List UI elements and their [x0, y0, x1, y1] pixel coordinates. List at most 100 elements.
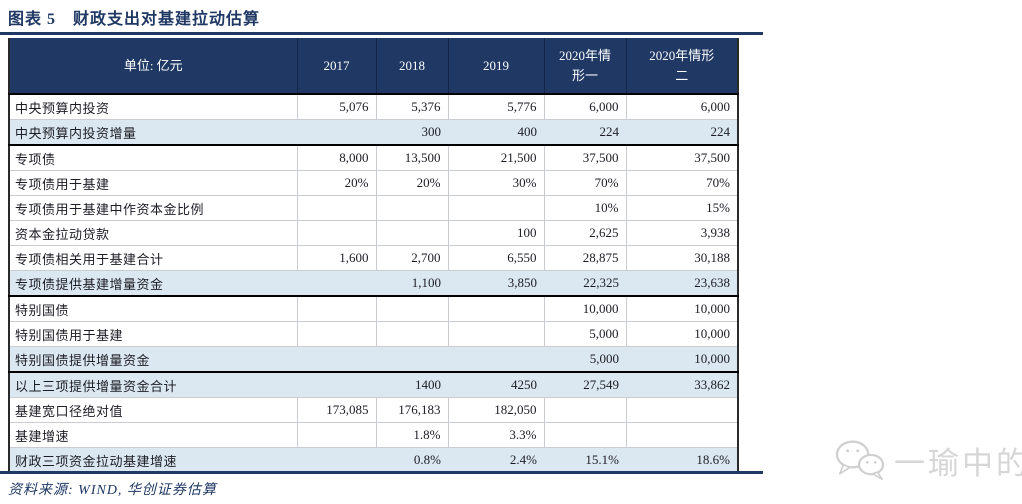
row-value: 15.1%	[544, 447, 626, 473]
row-value: 4250	[448, 372, 544, 398]
row-value: 28,875	[544, 245, 627, 271]
row-value: 6,550	[448, 245, 545, 271]
table-row: 专项债相关用于基建合计 1,600 2,700 6,550 28,875 30,188	[9, 245, 738, 271]
row-value: 20%	[376, 170, 449, 196]
row-value: 3,850	[448, 270, 544, 297]
row-value: 182,050	[448, 397, 545, 423]
row-value	[376, 346, 448, 373]
row-value	[297, 422, 377, 448]
row-value	[297, 346, 376, 373]
row-value	[297, 195, 377, 221]
row-value: 2,625	[544, 220, 627, 246]
table-row: 特别国债用于基建 5,000 10,000	[9, 321, 738, 347]
row-value: 18.6%	[626, 447, 738, 473]
row-value: 300	[376, 119, 448, 146]
row-value: 10,000	[626, 346, 738, 373]
row-value	[297, 447, 376, 473]
row-value: 0.8%	[376, 447, 448, 473]
row-value	[626, 397, 738, 423]
source-note: 资料来源: WIND, 华创证券估算	[8, 483, 217, 498]
table-row: 特别国债提供增量资金 5,000 10,000	[9, 346, 738, 373]
row-value: 23,638	[626, 270, 738, 297]
row-value: 70%	[544, 170, 627, 196]
row-value: 27,549	[544, 372, 626, 398]
header-cell-year-0: 2017	[297, 38, 377, 94]
row-label: 中央预算内投资增量	[9, 119, 297, 146]
row-label: 特别国债	[9, 296, 298, 322]
table-body: 中央预算内投资 5,076 5,376 5,776 6,000 6,000 中央预算内投资增…	[9, 94, 738, 473]
row-value: 100	[448, 220, 545, 246]
table-row: 专项债提供基建增量资金 1,100 3,850 22,325 23,638	[9, 270, 738, 297]
row-label: 专项债相关用于基建合计	[9, 245, 298, 271]
row-value: 5,776	[448, 94, 545, 120]
row-value	[297, 270, 376, 297]
row-value: 5,376	[376, 94, 449, 120]
figure-title: 图表 5 财政支出对基建拉动估算	[8, 11, 261, 28]
table-row: 财政三项资金拉动基建增速 0.8% 2.4% 15.1% 18.6%	[9, 447, 738, 473]
row-value: 6,000	[544, 94, 627, 120]
row-label: 特别国债提供增量资金	[9, 346, 297, 373]
row-value	[376, 321, 449, 347]
row-value: 6,000	[626, 94, 738, 120]
row-label: 基建宽口径绝对值	[9, 397, 298, 423]
row-value: 173,085	[297, 397, 377, 423]
row-value: 30%	[448, 170, 545, 196]
table-row: 基建宽口径绝对值 173,085 176,183 182,050	[9, 397, 738, 423]
table-row: 专项债 8,000 13,500 21,500 37,500 37,500	[9, 145, 738, 171]
row-value	[448, 296, 545, 322]
header-cell-year-4: 2020年情形 二	[626, 38, 738, 94]
row-value: 5,000	[544, 346, 626, 373]
row-value: 3.3%	[448, 422, 545, 448]
table-row: 基建增速 1.8% 3.3%	[9, 422, 738, 448]
row-value: 21,500	[448, 145, 545, 171]
row-value: 400	[448, 119, 544, 146]
row-label: 中央预算内投资	[9, 94, 298, 120]
row-value: 1,100	[376, 270, 448, 297]
table-bottom-rule	[0, 471, 763, 474]
row-value: 8,000	[297, 145, 377, 171]
row-value: 20%	[297, 170, 377, 196]
row-value	[448, 321, 545, 347]
row-label: 专项债提供基建增量资金	[9, 270, 297, 297]
row-value: 1.8%	[376, 422, 449, 448]
wechat-watermark: 一瑜中的	[832, 430, 1022, 490]
table-row: 中央预算内投资 5,076 5,376 5,776 6,000 6,000	[9, 94, 738, 120]
row-value: 1,600	[297, 245, 377, 271]
row-value: 224	[626, 119, 738, 146]
row-value: 2,700	[376, 245, 449, 271]
table-row: 中央预算内投资增量 300 400 224 224	[9, 119, 738, 146]
title-divider-rule	[0, 32, 763, 35]
row-value	[376, 296, 449, 322]
row-value: 176,183	[376, 397, 449, 423]
row-value	[297, 119, 376, 146]
table-header: 单位: 亿元 2017 2018 2019 2020年情 形一 2020年情形 二	[9, 38, 738, 94]
header-cell-unit: 单位: 亿元	[9, 38, 298, 94]
row-value	[376, 195, 449, 221]
table-row: 专项债用于基建 20% 20% 30% 70% 70%	[9, 170, 738, 196]
row-value	[376, 220, 449, 246]
row-value: 13,500	[376, 145, 449, 171]
row-value: 15%	[626, 195, 738, 221]
fiscal-table-wrapper: 单位: 亿元 2017 2018 2019 2020年情 形一 2020年情形 二 中央…	[8, 38, 739, 473]
row-value: 22,325	[544, 270, 626, 297]
header-cell-year-2: 2019	[448, 38, 545, 94]
row-value	[544, 422, 627, 448]
row-value: 10,000	[626, 321, 738, 347]
table-row: 以上三项提供增量资金合计 1400 4250 27,549 33,862	[9, 372, 738, 398]
row-value	[297, 296, 377, 322]
wechat-icon	[835, 440, 885, 481]
row-value: 70%	[626, 170, 738, 196]
row-value: 33,862	[626, 372, 738, 398]
row-value: 10,000	[626, 296, 738, 322]
header-cell-year-1: 2018	[376, 38, 449, 94]
header-row: 单位: 亿元 2017 2018 2019 2020年情 形一 2020年情形 二	[9, 38, 738, 94]
row-value: 1400	[376, 372, 448, 398]
row-value: 30,188	[626, 245, 738, 271]
row-label: 专项债用于基建	[9, 170, 298, 196]
fiscal-infrastructure-table: 单位: 亿元 2017 2018 2019 2020年情 形一 2020年情形 二 中央…	[8, 38, 739, 473]
table-row: 资本金拉动贷款 100 2,625 3,938	[9, 220, 738, 246]
row-value	[448, 346, 544, 373]
row-value: 37,500	[626, 145, 738, 171]
row-label: 特别国债用于基建	[9, 321, 298, 347]
